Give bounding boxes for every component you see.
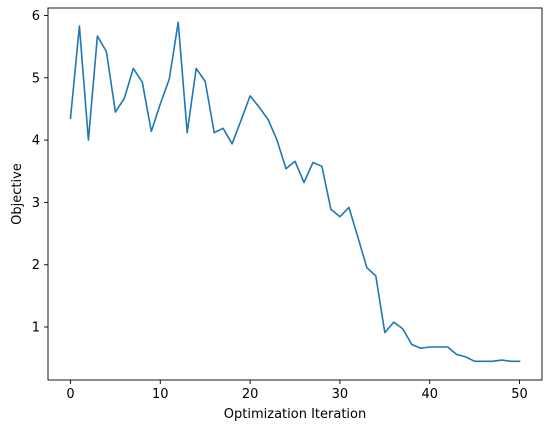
plot-area — [47, 7, 543, 381]
x-tick-label: 0 — [66, 387, 74, 402]
y-axis-title: Objective — [10, 163, 25, 225]
y-tick-label: 1 — [32, 321, 40, 336]
x-axis-ticks: 0 10 20 30 40 50 — [66, 380, 528, 402]
x-tick-label: 10 — [152, 387, 169, 402]
x-tick-label: 40 — [421, 387, 438, 402]
y-tick-label: 3 — [32, 196, 40, 211]
axes-frame — [47, 7, 543, 381]
y-tick-label: 6 — [32, 9, 40, 24]
objective-series-line — [69, 21, 521, 363]
x-axis-title: Optimization Iteration — [224, 407, 366, 422]
y-tick-label: 4 — [32, 134, 40, 149]
y-tick-label: 5 — [32, 71, 40, 86]
x-tick-label: 30 — [332, 387, 349, 402]
y-axis-ticks: 1 2 3 4 5 6 — [32, 9, 48, 336]
x-tick-label: 50 — [511, 387, 528, 402]
x-tick-label: 20 — [242, 387, 259, 402]
y-tick-label: 2 — [32, 258, 40, 273]
